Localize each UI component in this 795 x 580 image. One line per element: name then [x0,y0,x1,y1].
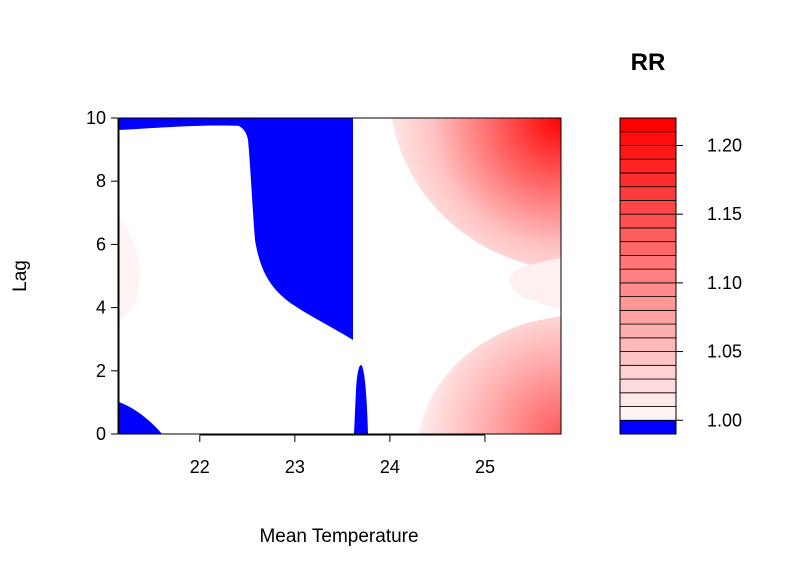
x-tick-label: 23 [285,457,305,477]
legend-band [619,337,677,352]
x-axis: 22 23 24 25 [190,434,495,477]
y-tick-label: 0 [96,424,106,444]
x-axis-title: Mean Temperature [259,526,418,547]
y-tick-label: 10 [86,108,106,128]
legend-bands [619,117,677,435]
legend-band [619,419,677,435]
y-tick-label: 4 [96,298,106,318]
legend-title: RR [631,49,666,76]
legend-band [619,117,677,133]
plot-area [118,117,562,435]
blue-region-bottom-left [119,402,162,434]
blue-region-central-block [230,118,353,340]
legend-tick-label: 1.15 [707,204,742,224]
legend-band [619,378,677,394]
legend-band [619,309,677,325]
legend-band [619,282,677,298]
legend-tick-label: 1.00 [707,410,742,430]
y-axis: 0 2 4 6 8 10 [86,108,119,444]
y-tick-label: 2 [96,361,106,381]
legend-band [619,364,677,380]
legend-band [619,392,677,407]
legend-tick-label: 1.05 [707,342,742,362]
legend-band [619,296,677,311]
legend-band [619,351,677,366]
legend-band [619,131,677,146]
legend-band [619,227,677,243]
legend-band [619,241,677,256]
red-region-mid-right [509,258,561,310]
legend-tick-label: 1.20 [707,135,742,155]
red-region-top-right [392,118,561,265]
legend-band [619,186,677,201]
legend-band [619,145,677,160]
x-tick-label: 25 [475,457,495,477]
y-tick-label: 6 [96,234,106,254]
legend-band [619,268,677,284]
red-region-left-faint [119,220,140,322]
legend-band [619,200,677,215]
legend-band [619,254,677,270]
legend-band [619,406,677,421]
color-legend: RR 1.00 1.05 1.10 1.15 1.20 [619,49,742,435]
red-region-bottom-right [418,316,561,434]
legend-band [619,158,677,174]
plot-frame [118,117,562,435]
x-tick-label: 24 [380,457,400,477]
blue-region-top-strip [119,118,244,130]
legend-band [619,323,677,339]
y-tick-label: 8 [96,171,106,191]
x-tick-label: 22 [190,457,210,477]
legend-band [619,172,677,188]
legend-axis: 1.00 1.05 1.10 1.15 1.20 [675,135,742,430]
legend-band [619,213,677,229]
legend-tick-label: 1.10 [707,273,742,293]
y-axis-title: Lag [10,260,31,292]
blue-region-spike [354,365,368,434]
